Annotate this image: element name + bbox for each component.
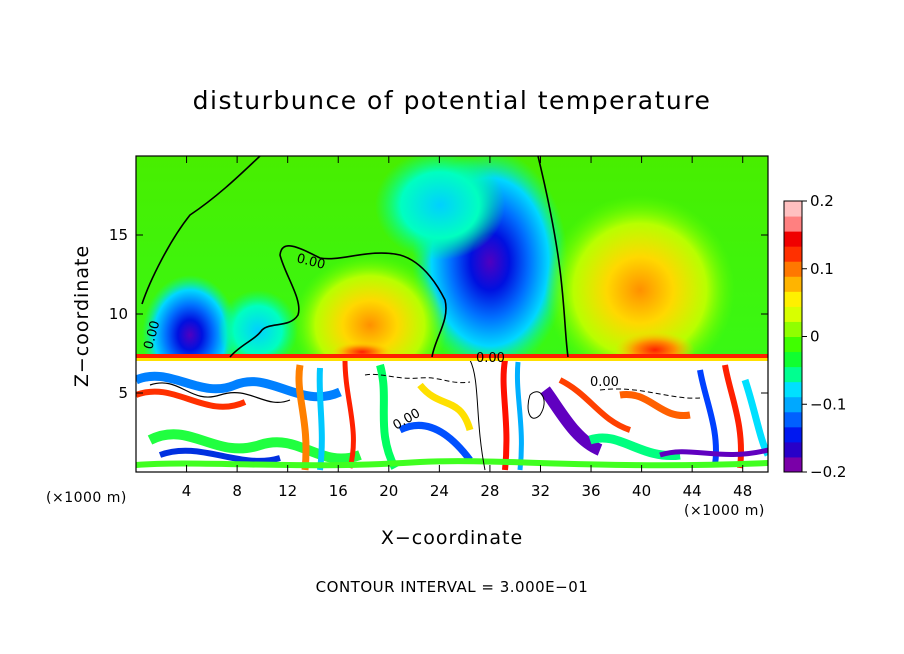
x-axis: 4 8 12 16 20 24 28 32 36 40 44 48 [182, 156, 752, 500]
colorbar-segment [784, 441, 802, 458]
colorbar-segment [784, 231, 802, 247]
x-tick-label: 48 [733, 482, 752, 500]
x-tick-label: 40 [632, 482, 651, 500]
y-tick-label: 15 [109, 226, 128, 244]
colorbar-segment [784, 381, 802, 398]
contour-label: 0.00 [590, 375, 619, 390]
y-axis: 5 10 15 [109, 226, 768, 402]
x-tick-label: 12 [278, 482, 297, 500]
colorbar-segment [784, 261, 802, 277]
x-tick-label: 32 [531, 482, 550, 500]
colorbar-tick-label: 0.1 [810, 260, 834, 278]
x-tick-label: 4 [182, 482, 192, 500]
colorbar-segment [784, 291, 802, 307]
x-tick-label: 16 [329, 482, 348, 500]
colorbar-segment [784, 456, 802, 473]
chart-title: disturbunce of potential temperature [192, 86, 712, 115]
colorbar-segment [784, 411, 802, 428]
x-tick-label: 44 [683, 482, 702, 500]
colorbar-tick-label: −0.2 [810, 463, 846, 481]
contour-label: 0.00 [295, 251, 327, 273]
y-axis-label: Z−coordinate [71, 244, 93, 388]
colorbar-segment [784, 366, 802, 383]
contour-interval-note: CONTOUR INTERVAL = 3.000E−01 [315, 578, 589, 596]
x-tick-label: 28 [480, 482, 499, 500]
heatmap-field [136, 156, 768, 472]
x-tick-label: 8 [232, 482, 242, 500]
colorbar-segment [784, 396, 802, 413]
x-tick-label: 36 [581, 482, 600, 500]
x-tick-label: 20 [379, 482, 398, 500]
colorbar-segment [784, 336, 802, 353]
colorbar-segment [784, 246, 802, 262]
colorbar-segment [784, 351, 802, 368]
colorbar-segment [784, 321, 802, 337]
colorbar-segment [784, 426, 802, 443]
colorbar-segment [784, 306, 802, 322]
x-tick-label: 24 [430, 482, 449, 500]
colorbar: 0.2 0.1 0 −0.1 −0.2 [783, 192, 846, 481]
contour-label: 0.00 [476, 351, 505, 366]
y-tick-label: 5 [118, 384, 128, 402]
colorbar-tick-label: 0.2 [810, 192, 834, 210]
colorbar-tick-label: 0 [810, 328, 820, 346]
colorbar-segment [784, 201, 802, 217]
contour-label: 0.00 [141, 319, 163, 351]
x-axis-label: X−coordinate [380, 527, 524, 549]
colorbar-segment [784, 276, 802, 292]
y-tick-label: 10 [109, 305, 128, 323]
colorbar-segment [784, 216, 802, 232]
x-unit-left: (×1000 m) [46, 490, 127, 506]
colorbar-tick-label: −0.1 [810, 395, 846, 413]
x-unit-right: (×1000 m) [684, 503, 765, 519]
